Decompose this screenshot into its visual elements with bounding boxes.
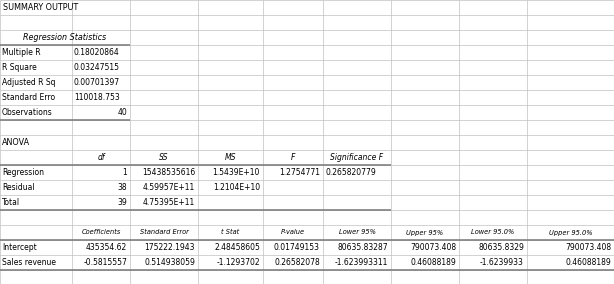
Text: SS: SS [159,153,169,162]
Text: Standard Error: Standard Error [139,229,188,235]
Text: -1.6239933: -1.6239933 [480,258,524,267]
Text: t Stat: t Stat [222,229,239,235]
Text: 0.01749153: 0.01749153 [274,243,320,252]
Text: 39: 39 [117,198,127,207]
Text: 4.59957E+11: 4.59957E+11 [142,183,195,192]
Text: Regression Statistics: Regression Statistics [23,33,107,42]
Text: -0.5815557: -0.5815557 [83,258,127,267]
Text: Upper 95%: Upper 95% [406,229,443,235]
Text: R Square: R Square [2,63,37,72]
Text: 0.514938059: 0.514938059 [144,258,195,267]
Text: 4.75395E+11: 4.75395E+11 [142,198,195,207]
Text: 1.2754771: 1.2754771 [279,168,320,177]
Text: Residual: Residual [2,183,34,192]
Text: 435354.62: 435354.62 [86,243,127,252]
Text: 0.46088189: 0.46088189 [410,258,456,267]
Text: ANOVA: ANOVA [2,138,30,147]
Text: Regression: Regression [2,168,44,177]
Text: 40: 40 [117,108,127,117]
Text: 0.46088189: 0.46088189 [565,258,611,267]
Text: df: df [97,153,105,162]
Text: SUMMARY OUTPUT: SUMMARY OUTPUT [3,3,78,12]
Text: Coefficients: Coefficients [81,229,121,235]
Text: Intercept: Intercept [2,243,37,252]
Text: MS: MS [225,153,236,162]
Text: 0.03247515: 0.03247515 [74,63,120,72]
Text: Adjusted R Sq: Adjusted R Sq [2,78,55,87]
Text: Total: Total [2,198,20,207]
Text: 0.265820779: 0.265820779 [325,168,376,177]
Text: 110018.753: 110018.753 [74,93,120,102]
Text: 80635.8329: 80635.8329 [478,243,524,252]
Text: 0.18020864: 0.18020864 [74,48,120,57]
Text: 80635.83287: 80635.83287 [337,243,388,252]
Text: 175222.1943: 175222.1943 [144,243,195,252]
Text: F: F [291,153,295,162]
Text: 0.00701397: 0.00701397 [74,78,120,87]
Text: 1.2104E+10: 1.2104E+10 [213,183,260,192]
Text: Lower 95.0%: Lower 95.0% [472,229,515,235]
Text: P-value: P-value [281,229,305,235]
Text: 0.26582078: 0.26582078 [274,258,320,267]
Text: 790073.408: 790073.408 [565,243,611,252]
Text: Significance F: Significance F [330,153,384,162]
Text: 38: 38 [117,183,127,192]
Text: Lower 95%: Lower 95% [338,229,375,235]
Text: Observations: Observations [2,108,53,117]
Text: Multiple R: Multiple R [2,48,41,57]
Text: 790073.408: 790073.408 [410,243,456,252]
Text: Standard Erro: Standard Erro [2,93,55,102]
Text: 1.5439E+10: 1.5439E+10 [212,168,260,177]
Text: Upper 95.0%: Upper 95.0% [549,229,593,235]
Text: -1.1293702: -1.1293702 [216,258,260,267]
Text: 15438535616: 15438535616 [142,168,195,177]
Text: -1.623993311: -1.623993311 [335,258,388,267]
Text: 1: 1 [122,168,127,177]
Text: 2.48458605: 2.48458605 [214,243,260,252]
Text: Sales revenue: Sales revenue [2,258,56,267]
